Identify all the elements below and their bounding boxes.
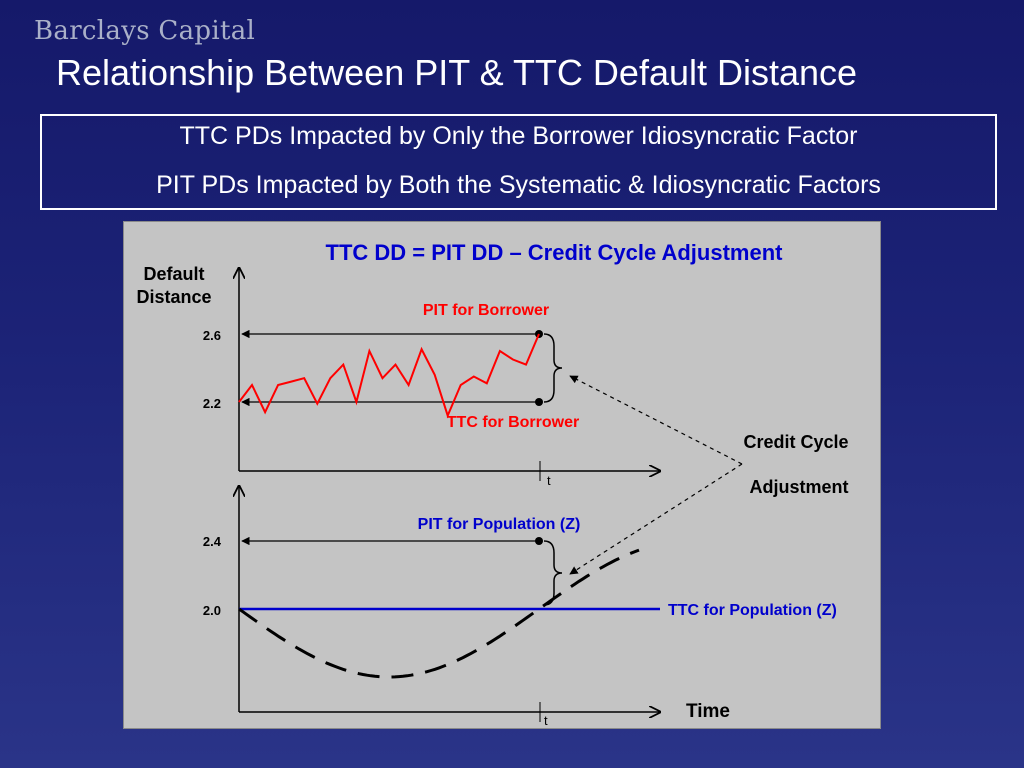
tick-label-2-6: 2.6: [203, 328, 221, 343]
credit-cycle-pointer-top: [569, 375, 743, 465]
pit-borrower-label: PIT for Borrower: [423, 302, 549, 319]
population-adjustment-brace: [543, 540, 563, 606]
y-axis-label-line1: Default: [143, 264, 204, 284]
formula-text: TTC DD = PIT DD – Credit Cycle Adjustmen…: [326, 240, 784, 265]
pit-borrower-path: [238, 333, 540, 419]
bottom-time-marker: t: [544, 713, 548, 728]
diagram-panel: TTC DD = PIT DD – Credit Cycle Adjustmen…: [123, 221, 881, 729]
y-axis-label-line2: Distance: [136, 287, 211, 307]
credit-cycle-label-line2: Adjustment: [750, 477, 849, 497]
tick-label-2-2: 2.2: [203, 396, 221, 411]
dd-diagram: TTC DD = PIT DD – Credit Cycle Adjustmen…: [136, 240, 849, 728]
pit-population-cycle-path: [238, 548, 640, 679]
borrower-adjustment-brace: [543, 333, 563, 403]
top-time-marker: t: [547, 473, 551, 488]
pit-population-point: [535, 537, 543, 545]
credit-cycle-pointer-bottom: [569, 463, 743, 575]
summary-ttc-line: TTC PDs Impacted by Only the Borrower Id…: [179, 122, 858, 150]
ttc-borrower-label: TTC for Borrower: [447, 414, 579, 431]
slide-title: Relationship Between PIT & TTC Default D…: [56, 52, 858, 93]
summary-box: TTC PDs Impacted by Only the Borrower Id…: [40, 114, 997, 210]
ttc-population-label: TTC for Population (Z): [668, 602, 837, 619]
x-axis-label-time: Time: [686, 701, 730, 722]
credit-cycle-label-line1: Credit Cycle: [743, 432, 848, 452]
brand-name: Barclays Capital: [34, 16, 256, 46]
summary-pit-line: PIT PDs Impacted by Both the Systematic …: [156, 171, 881, 199]
tick-label-2-4: 2.4: [203, 534, 222, 549]
pit-population-label: PIT for Population (Z): [418, 516, 581, 533]
ttc-borrower-point: [535, 398, 543, 406]
tick-label-2-0: 2.0: [203, 603, 221, 618]
